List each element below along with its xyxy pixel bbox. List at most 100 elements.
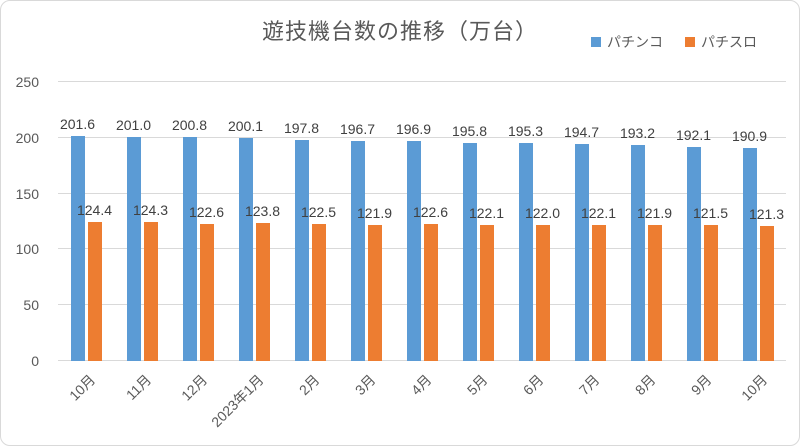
y-axis-label: 50: [23, 297, 39, 314]
bar-pachislot: 124.4: [77, 202, 112, 361]
x-axis-tick: 10月: [58, 362, 114, 445]
x-axis-label: 6月: [520, 371, 547, 399]
chart-legend: パチンコ パチスロ: [591, 32, 757, 52]
bar-pachinko: 200.1: [228, 118, 263, 361]
x-axis-label: 12月: [178, 371, 211, 404]
bar-pachinko: 197.8: [284, 120, 319, 361]
bar-pachinko: 195.3: [508, 123, 543, 361]
gridline: [58, 192, 786, 194]
y-axis-label: 150: [15, 185, 39, 202]
bar-group: 193.2 121.9: [618, 82, 674, 361]
data-label-pachislot: 122.1: [468, 204, 505, 221]
x-axis-tick: 2023年1月: [208, 362, 282, 445]
bar-pachislot: 122.6: [189, 204, 224, 361]
bar-pachinko: 194.7: [564, 124, 599, 361]
y-axis-label: 200: [15, 129, 39, 146]
data-label-pachinko: 200.8: [171, 116, 208, 133]
x-axis-label: 10月: [738, 371, 771, 404]
gridline: [58, 360, 786, 361]
bar-pachislot: 121.5: [693, 205, 728, 361]
data-label-pachislot: 123.8: [244, 202, 281, 219]
bar-pachislot: 122.1: [469, 205, 504, 361]
bar-group: 192.1 121.5: [674, 82, 730, 361]
bar-pachinko: 196.7: [340, 121, 375, 361]
bar-pachislot: 121.3: [749, 206, 784, 361]
x-axis-label: 7月: [576, 371, 603, 399]
bar-pachislot: 122.0: [525, 205, 560, 361]
data-label-pachislot: 122.1: [580, 204, 617, 221]
bar-group: 196.7 121.9: [338, 82, 394, 361]
data-label-pachislot: 122.6: [188, 204, 225, 221]
y-axis-label: 100: [15, 241, 39, 258]
x-axis-label: 3月: [352, 371, 379, 399]
data-label-pachinko: 196.7: [339, 121, 376, 138]
bar-pachislot: 121.9: [637, 205, 672, 361]
x-axis-tick: 8月: [618, 362, 674, 445]
gridline: [58, 136, 786, 138]
x-axis-label: 11月: [123, 371, 155, 403]
bar-group: 195.8 122.1: [450, 82, 506, 361]
data-label-pachinko: 197.8: [283, 120, 320, 137]
data-label-pachislot: 124.3: [132, 202, 169, 219]
data-label-pachinko: 192.1: [675, 126, 712, 143]
x-axis-label: 4月: [408, 371, 435, 399]
data-label-pachinko: 190.9: [731, 127, 768, 144]
bar-pachinko: 201.0: [116, 117, 151, 361]
y-axis-label: 250: [15, 74, 39, 90]
x-axis-tick: 11月: [114, 362, 170, 445]
data-label-pachislot: 122.5: [300, 204, 337, 221]
bar-pachislot: 122.6: [413, 204, 448, 361]
x-axis-tick: 2月: [282, 362, 338, 445]
bar-pachislot: 122.5: [301, 204, 336, 361]
data-label-pachislot: 121.9: [356, 204, 393, 221]
x-axis-tick: 9月: [674, 362, 730, 445]
bar-pachinko: 200.8: [172, 117, 207, 361]
bar-group: 194.7 122.1: [562, 82, 618, 361]
bar-group: 195.3 122.0: [506, 82, 562, 361]
data-label-pachinko: 194.7: [563, 123, 600, 140]
bar-pachinko: 195.8: [452, 123, 487, 361]
y-axis: 0 50 100 150 200 250: [1, 74, 45, 369]
data-label-pachislot: 121.9: [636, 204, 673, 221]
plot-area: 201.6 124.4 201.0 124.3 200.8 122.6 200.1 123.8…: [58, 81, 786, 361]
data-label-pachislot: 122.6: [412, 204, 449, 221]
legend-label-pachislot: パチスロ: [701, 34, 757, 50]
x-axis-tick: 5月: [450, 362, 506, 445]
bar-pachislot: 121.9: [357, 205, 392, 361]
data-label-pachinko: 200.1: [227, 117, 264, 134]
legend-item-pachinko: パチンコ: [591, 32, 663, 52]
x-axis-tick: 4月: [394, 362, 450, 445]
data-label-pachislot: 121.3: [748, 205, 785, 222]
x-axis-tick: 3月: [338, 362, 394, 445]
bar-group: 196.9 122.6: [394, 82, 450, 361]
x-axis-tick: 10月: [730, 362, 786, 445]
bar-pachislot: 123.8: [245, 203, 280, 361]
data-label-pachinko: 201.6: [59, 116, 96, 133]
bar-pachinko: 193.2: [620, 125, 655, 361]
gridline: [58, 248, 786, 250]
data-label-pachislot: 124.4: [76, 202, 113, 219]
x-axis-label: 5月: [464, 371, 491, 399]
data-label-pachinko: 195.8: [451, 122, 488, 139]
bar-group: 190.9 121.3: [730, 82, 786, 361]
x-axis-label: 8月: [632, 371, 659, 399]
x-axis-tick: 6月: [506, 362, 562, 445]
x-axis: 10月 11月 12月 2023年1月 2月 3月 4月 5月 6月 7月 8月 9月 10月: [58, 362, 786, 445]
legend-swatch-pachinko-icon: [591, 37, 601, 47]
x-axis-label: 9月: [688, 371, 715, 399]
data-label-pachislot: 121.5: [692, 205, 729, 222]
data-label-pachinko: 196.9: [395, 121, 432, 138]
bar-pachinko: 201.6: [60, 116, 95, 361]
chart-title: 遊技機台数の推移（万台）: [261, 19, 538, 44]
y-axis-label: 0: [31, 353, 39, 369]
bar-pachinko: 190.9: [732, 128, 767, 361]
bar-pachinko: 196.9: [396, 121, 431, 361]
bar-group: 201.0 124.3: [114, 82, 170, 361]
x-axis-tick: 7月: [562, 362, 618, 445]
bar-group: 197.8 122.5: [282, 82, 338, 361]
x-axis-label: 10月: [66, 371, 99, 404]
bars-layer: 201.6 124.4 201.0 124.3 200.8 122.6 200.1 123.8…: [58, 82, 786, 361]
bar-group: 200.8 122.6: [170, 82, 226, 361]
x-axis-tick: 12月: [170, 362, 226, 445]
x-axis-label: 2月: [296, 371, 323, 399]
